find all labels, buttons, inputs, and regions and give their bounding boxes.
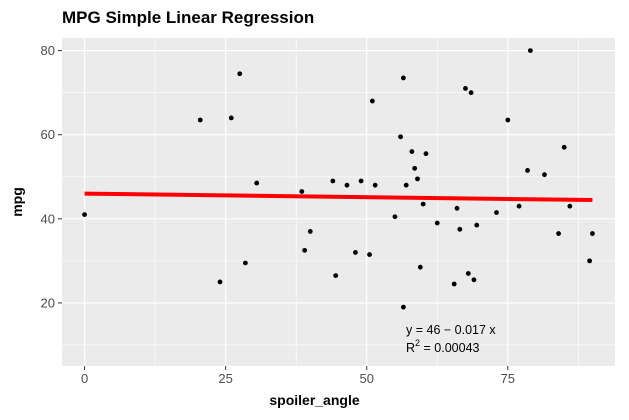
data-point <box>412 165 418 171</box>
data-point <box>415 176 420 182</box>
data-point <box>333 273 339 278</box>
y-tick-label: 80 <box>41 43 55 58</box>
plot-panel <box>62 38 615 366</box>
r-squared-symbol: R <box>406 341 415 355</box>
x-tick-label: 0 <box>81 371 88 386</box>
data-point <box>465 271 471 276</box>
major-gridlines <box>62 38 615 366</box>
data-point <box>542 172 547 178</box>
data-point <box>403 182 409 188</box>
y-axis-ticks: 20 40 60 80 <box>41 43 62 310</box>
data-point <box>494 210 499 215</box>
data-point <box>474 222 480 228</box>
y-axis-label: mpg <box>9 187 25 217</box>
r-squared-label: R2 = 0.00043 <box>406 338 480 355</box>
data-point <box>409 149 415 154</box>
data-point <box>302 247 308 253</box>
y-tick-label: 40 <box>41 211 55 226</box>
data-point <box>516 203 522 209</box>
chart-title: MPG Simple Linear Regression <box>62 8 315 27</box>
data-point <box>561 144 567 150</box>
data-point <box>369 98 375 104</box>
data-point <box>353 250 358 255</box>
data-point <box>242 260 248 266</box>
x-axis-label: spoiler_angle <box>269 392 360 408</box>
data-point <box>398 134 403 140</box>
data-point <box>457 226 463 232</box>
y-tick-label: 20 <box>41 295 55 310</box>
data-point <box>590 231 595 236</box>
data-point <box>197 117 203 123</box>
regression-equation: y = 46 − 0.017 x <box>406 323 496 337</box>
x-tick-label: 75 <box>501 371 515 386</box>
data-point <box>451 281 457 287</box>
data-point <box>400 75 406 81</box>
data-point <box>237 71 243 77</box>
data-point <box>367 252 372 257</box>
data-point <box>358 178 364 184</box>
x-tick-label: 25 <box>218 371 232 386</box>
data-point <box>587 258 593 264</box>
regression-line-group <box>84 191 593 203</box>
r-squared-exponent: 2 <box>415 338 420 348</box>
data-point <box>299 189 305 194</box>
data-point <box>228 115 234 121</box>
data-point <box>372 182 378 188</box>
data-point <box>330 178 336 184</box>
data-points <box>82 48 595 310</box>
data-point <box>217 279 223 285</box>
data-point <box>400 304 406 310</box>
data-point <box>82 212 87 218</box>
data-point <box>423 151 429 157</box>
data-point <box>505 117 511 123</box>
y-tick-label: 60 <box>41 127 55 142</box>
data-point <box>567 203 573 209</box>
data-point <box>463 86 468 91</box>
data-point <box>468 90 474 96</box>
data-point <box>434 220 440 226</box>
x-tick-label: 50 <box>359 371 373 386</box>
x-axis-ticks: 0 25 50 75 <box>81 366 515 386</box>
regression-line <box>84 191 593 203</box>
data-point <box>454 205 460 211</box>
data-point <box>344 182 350 188</box>
data-point <box>471 277 477 283</box>
data-point <box>417 264 423 270</box>
data-point <box>392 214 398 220</box>
data-point <box>527 48 533 54</box>
data-point <box>556 231 561 236</box>
minor-gridlines <box>62 38 615 366</box>
r-squared-value: = 0.00043 <box>420 341 479 355</box>
data-point <box>254 180 260 186</box>
data-point <box>525 168 530 173</box>
data-point <box>307 229 313 234</box>
data-point <box>420 201 426 207</box>
